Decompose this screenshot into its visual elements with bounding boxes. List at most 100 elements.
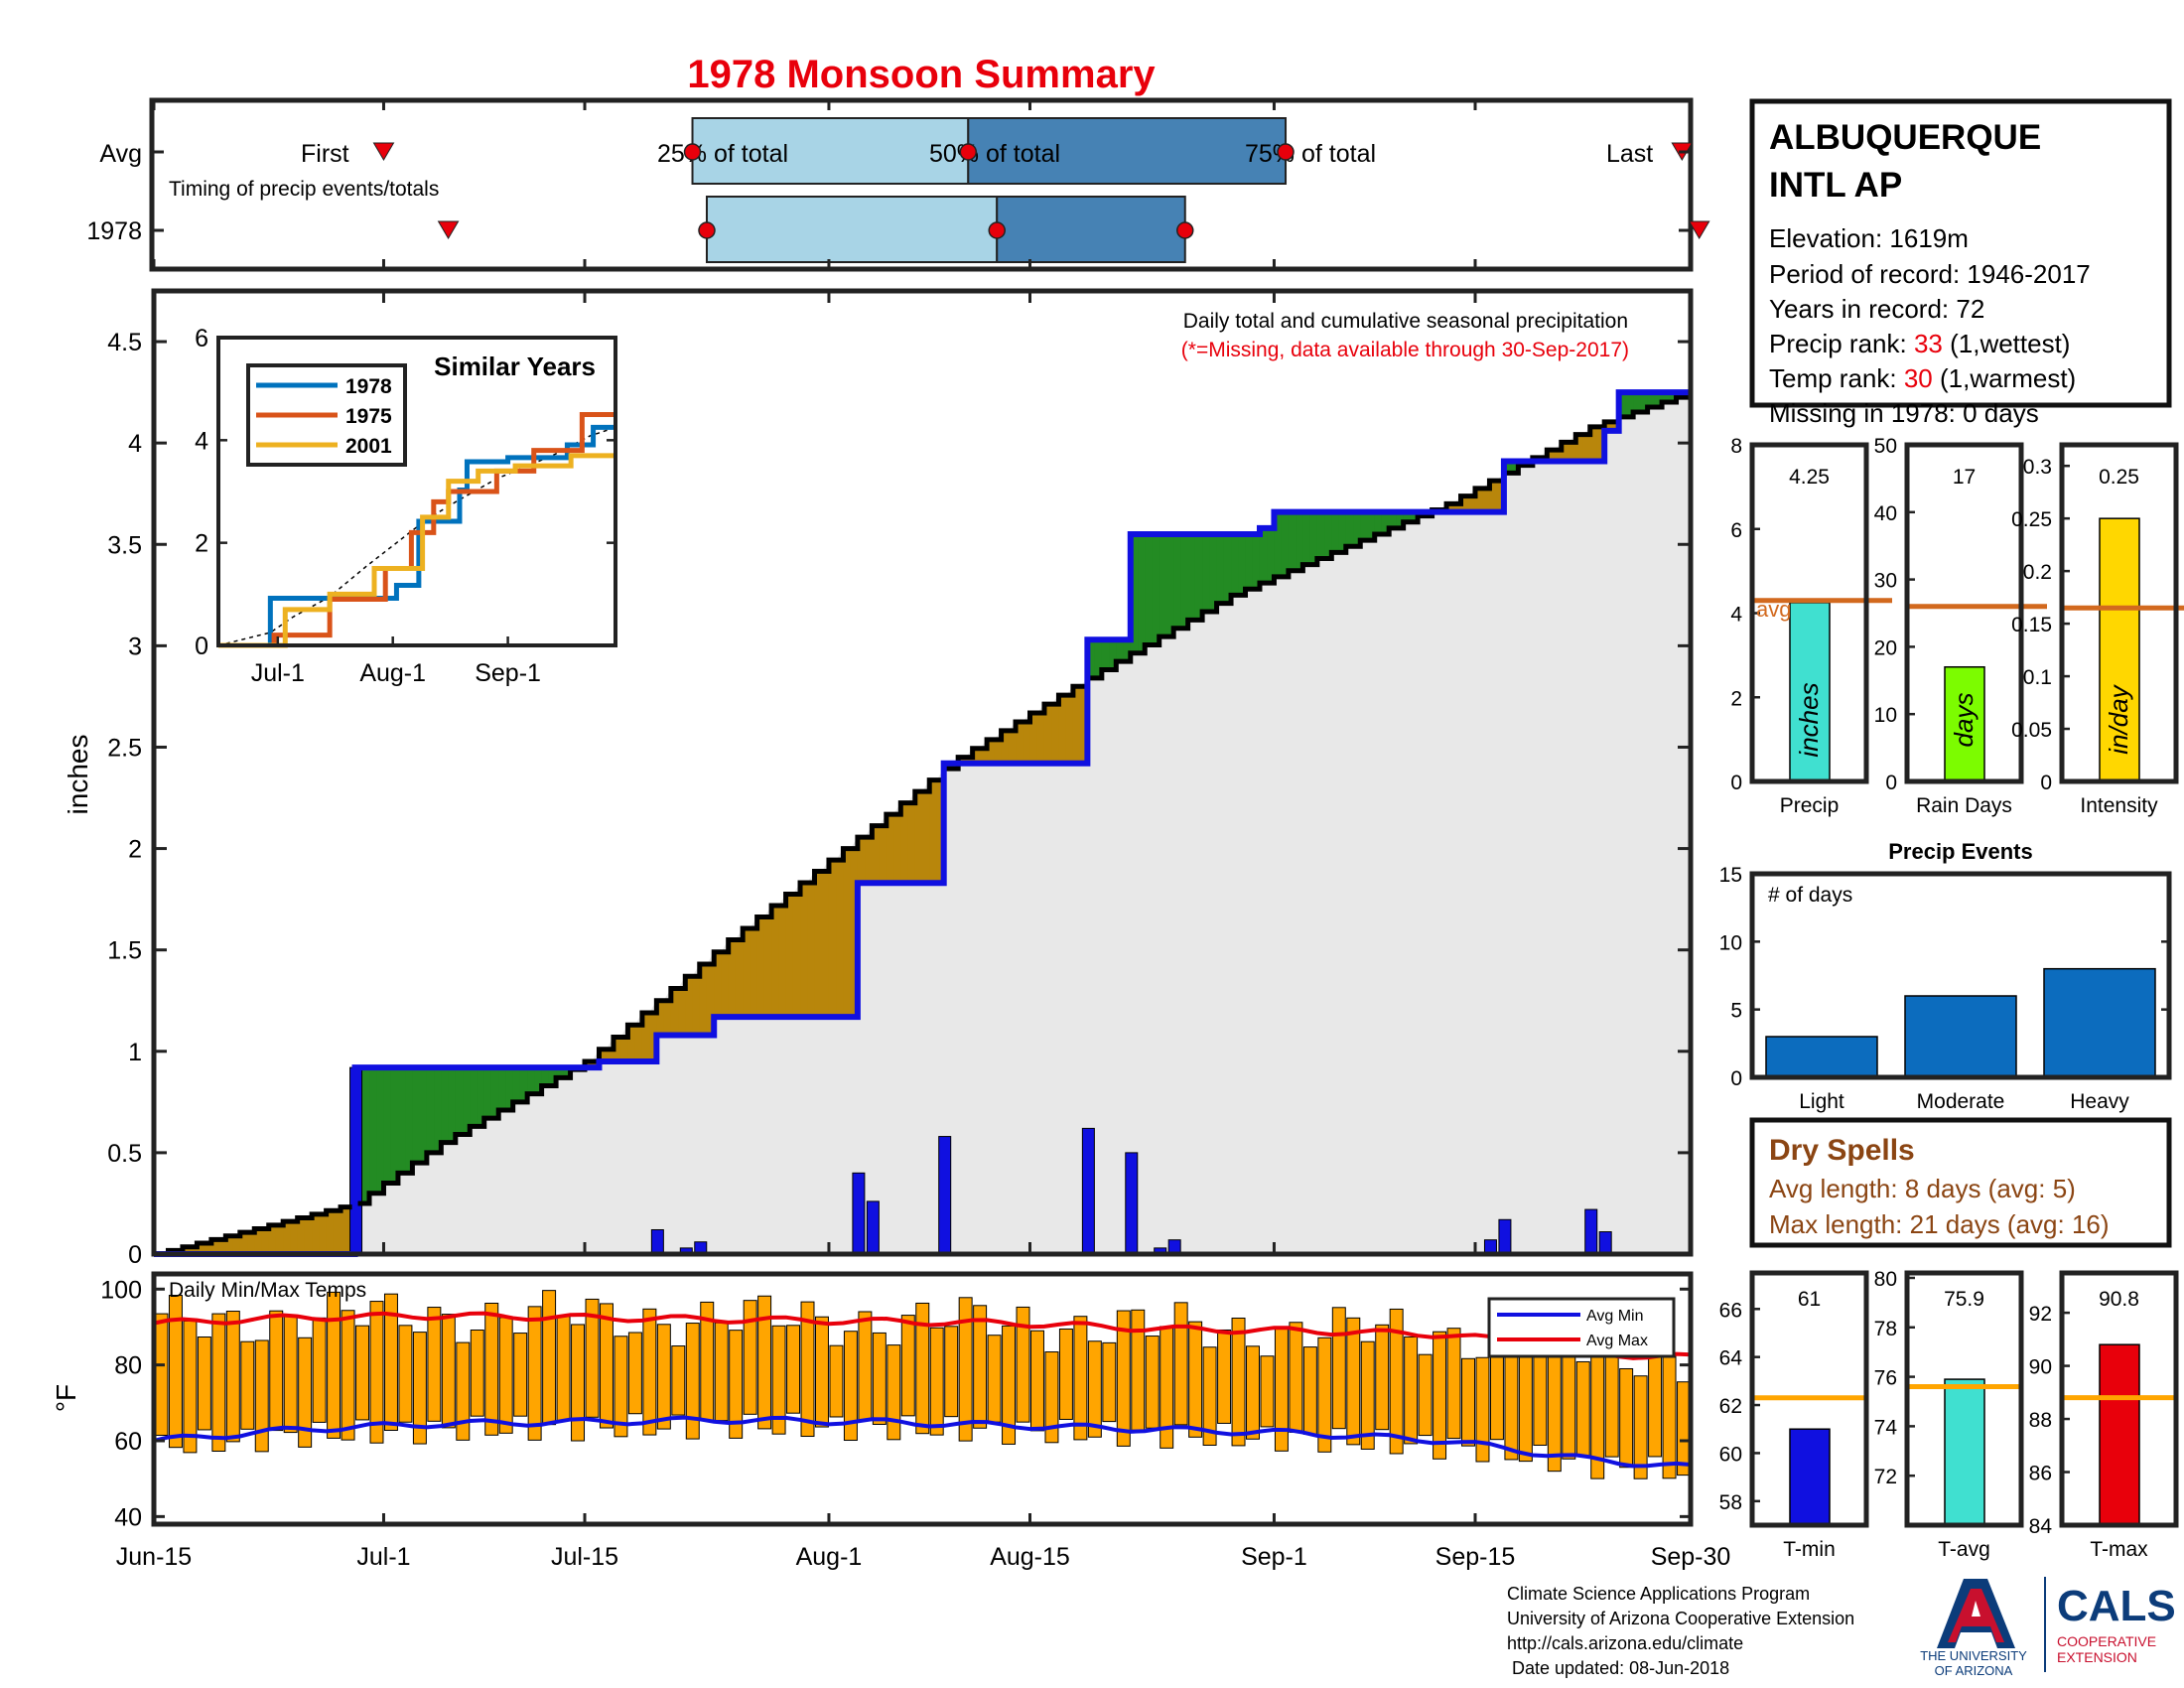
below-normal-band [341, 1206, 348, 1254]
temp-tmin-label: T-min [1783, 1538, 1836, 1561]
above-normal-band [563, 1067, 572, 1078]
above-normal-band [1209, 534, 1218, 613]
daily-temp-bar [1662, 1354, 1677, 1479]
stat-intensity-label: Intensity [2080, 794, 2158, 817]
dry-spells-box [1749, 1117, 2172, 1248]
daily-precip-bar [1598, 1231, 1612, 1255]
below-normal-band [678, 988, 686, 1036]
below-normal-band [1023, 721, 1031, 764]
daily-temp-bar [1461, 1357, 1475, 1447]
legend-label-avg-min: Avg Min [1586, 1308, 1644, 1325]
temp-tmax-tick-label: 86 [2029, 1463, 2052, 1485]
stat-precip-label: Precip [1780, 794, 1840, 817]
below-normal-band [656, 1000, 665, 1036]
above-normal-band [512, 1067, 521, 1102]
below-normal-band [814, 871, 823, 1018]
date-x-axis: Jun-15 Jul-1 Jul-15 Aug-1 Aug-15 Sep-1 Sep-15 S… [116, 1513, 1730, 1571]
daily-temp-bar [1016, 1306, 1030, 1423]
daily-temp-bar [887, 1344, 901, 1441]
above-normal-band [361, 1067, 370, 1203]
above-normal-band [1267, 527, 1276, 584]
below-normal-band [1496, 481, 1505, 512]
below-normal-band [1036, 713, 1045, 764]
precip-y-label: inches [63, 735, 93, 815]
temp-tavg-tick-label: 74 [1874, 1416, 1898, 1439]
precip-y-tick-label: 4 [128, 430, 142, 458]
above-normal-band [519, 1067, 528, 1102]
temp-tavg-label: T-avg [1938, 1538, 1990, 1561]
daily-temp-bar [341, 1310, 355, 1441]
station-years: Years in record: 72 [1769, 294, 1984, 324]
timing-panel: Avg 1978 Timing of precip events/totals … [86, 97, 1710, 272]
daily-precip-bar [852, 1172, 866, 1255]
daily-temp-bar [197, 1336, 211, 1431]
timing-avg-q25-q50-box [691, 117, 970, 185]
daily-temp-bar [585, 1298, 600, 1418]
above-normal-band [1647, 392, 1656, 407]
temps-y-tick-label: 80 [114, 1352, 142, 1380]
daily-temp-bar [369, 1301, 384, 1444]
daily-temp-bar [513, 1333, 528, 1417]
temps-y-tick-label: 100 [100, 1276, 142, 1304]
below-normal-band [893, 814, 901, 884]
above-normal-band [405, 1067, 414, 1174]
above-normal-band [1367, 511, 1376, 541]
below-normal-band [1065, 695, 1074, 764]
daily-temp-bar [627, 1332, 642, 1415]
stat-intensity-frame [2059, 442, 2179, 784]
above-normal-band [376, 1067, 385, 1194]
precip-y-tick-label: 3.5 [107, 531, 142, 559]
cals-sub2: EXTENSION [2057, 1649, 2137, 1665]
below-normal-band [958, 757, 967, 764]
precip-y-tick-label: 1.5 [107, 937, 142, 965]
chart-title: 1978 Monsoon Summary [687, 53, 1156, 96]
daily-temp-bar [456, 1341, 471, 1441]
station-precip-rank: Precip rank: 33 (1,wettest) [1769, 329, 2070, 358]
above-normal-band [1381, 511, 1390, 535]
daily-temp-bar [427, 1307, 442, 1422]
above-normal-band [505, 1067, 514, 1111]
footer-line2: University of Arizona Cooperative Extens… [1507, 1609, 1854, 1628]
above-normal-band [1625, 392, 1634, 417]
below-normal-band [1072, 686, 1081, 764]
events-bar-moderate [1904, 995, 2017, 1078]
dry-spells: Dry Spells Avg length: 8 days (avg: 5) M… [1749, 1117, 2172, 1248]
below-normal-band [1080, 686, 1088, 764]
below-normal-band [641, 1012, 650, 1061]
timing-avg-q25-marker [683, 143, 702, 161]
below-normal-band [627, 1025, 636, 1061]
above-normal-band [1331, 511, 1340, 553]
below-normal-band [261, 1228, 270, 1254]
inset-y-tick-label: 4 [195, 427, 208, 455]
precip-y-tick-label: 3 [128, 633, 142, 660]
below-normal-band [670, 988, 679, 1036]
above-normal-band [1173, 534, 1182, 629]
above-normal-band [1669, 392, 1678, 403]
timing-year-q25-q50-box [705, 196, 999, 263]
below-normal-band [247, 1232, 255, 1254]
daily-temp-bar [843, 1331, 858, 1442]
temp-stat-panels: 61 T-min 58 60 62 64 66 75.9 T-avg 72 74 76 78 80 90.8… [1719, 1268, 2179, 1561]
above-normal-band [1511, 461, 1519, 474]
below-normal-band [828, 860, 837, 1018]
daily-temp-bar [858, 1311, 873, 1421]
above-normal-band [534, 1067, 543, 1094]
above-normal-band [1123, 639, 1132, 662]
temps-panel: 40 60 80 100 Daily Min/Max Temps °F Avg Min… [51, 1271, 1730, 1571]
below-normal-band [735, 939, 744, 1018]
temp-tavg-tick-label: 76 [1874, 1367, 1897, 1390]
above-normal-band [1662, 392, 1670, 403]
daily-temp-bar [298, 1336, 313, 1448]
date-x-tick-label: Jul-15 [551, 1543, 618, 1571]
daily-temp-bar [556, 1316, 571, 1422]
below-normal-band [1051, 704, 1060, 764]
below-normal-band [326, 1210, 335, 1254]
above-normal-band [1389, 511, 1398, 528]
temp-tavg-frame [1904, 1270, 2024, 1528]
above-normal-band [1316, 511, 1325, 559]
below-normal-band [929, 779, 938, 884]
daily-temp-bar [571, 1324, 586, 1442]
cals-wordmark: CALS [2057, 1582, 2176, 1630]
events-category-label: Heavy [2070, 1090, 2129, 1113]
